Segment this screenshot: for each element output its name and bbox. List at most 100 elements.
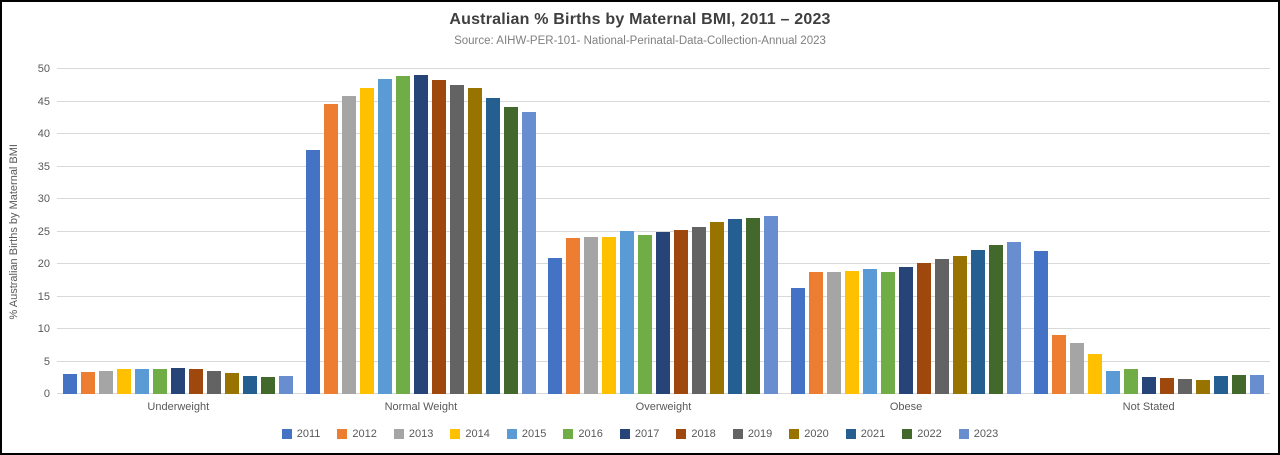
bar-2019-underweight: [207, 371, 222, 394]
legend-label-2013: 2013: [408, 428, 434, 440]
bar-2019-not-stated: [1177, 379, 1192, 394]
legend-item-2012: 2012: [337, 428, 377, 440]
legend-item-2023: 2023: [958, 428, 999, 440]
category-label-overweight: Overweight: [635, 401, 692, 413]
legend-label-2011: 2011: [296, 428, 321, 440]
bar-2023-not-stated: [1249, 374, 1264, 394]
bar-2021-not-stated: [1213, 376, 1228, 394]
y-tick-label: 5: [43, 355, 50, 368]
bar-2020-not-stated: [1195, 380, 1210, 394]
bar-2017-obese: [899, 266, 914, 394]
bar-2023-normal-weight: [521, 111, 536, 394]
bar-2012-obese: [809, 272, 824, 394]
legend-label-2018: 2018: [691, 428, 716, 440]
bar-2022-not-stated: [1231, 375, 1246, 394]
legend-label-2019: 2019: [747, 428, 773, 440]
y-axis-label-wrap: % Australian Births by Maternal BMI: [8, 69, 20, 394]
bar-2016-overweight: [638, 234, 653, 394]
legend-label-2021: 2021: [860, 428, 886, 440]
bar-2013-underweight: [99, 371, 114, 394]
bar-2022-normal-weight: [503, 106, 518, 394]
legend-item-2014: 2014: [450, 428, 490, 440]
bar-2015-underweight: [135, 368, 150, 394]
legend-item-2016: 2016: [563, 428, 603, 440]
bar-2012-underweight: [81, 371, 96, 394]
y-tick-label: 40: [37, 128, 50, 140]
legend-swatch-2012: [337, 429, 348, 439]
y-tick-label: 30: [37, 193, 50, 205]
gridline-35: [57, 165, 1270, 167]
legend: 2011 2012 2013 2014 2015 2016 2017 2018 2019 2020…: [2, 428, 1278, 440]
bar-2014-not-stated: [1087, 354, 1102, 394]
bar-2023-underweight: [279, 375, 294, 394]
bar-2014-obese: [845, 270, 860, 394]
bar-groups: [57, 69, 1270, 394]
bar-2016-underweight: [153, 368, 168, 394]
legend-label-2016: 2016: [578, 428, 603, 440]
bar-group-obese: [785, 69, 1028, 394]
bar-2018-not-stated: [1159, 378, 1174, 394]
bar-2011-obese: [791, 288, 806, 394]
bar-2012-not-stated: [1051, 334, 1066, 394]
bar-2011-underweight: [63, 373, 78, 394]
y-tick-label: 25: [37, 225, 50, 238]
bar-2013-obese: [827, 272, 842, 394]
legend-label-2014: 2014: [465, 428, 490, 440]
bar-2023-obese: [1007, 241, 1022, 394]
bar-2012-normal-weight: [323, 104, 338, 394]
gridline-40: [57, 133, 1270, 134]
bar-2016-normal-weight: [395, 75, 410, 394]
bar-2017-overweight: [656, 232, 671, 394]
bar-2018-underweight: [189, 368, 204, 394]
gridline-50: [57, 68, 1270, 69]
bar-2013-overweight: [584, 236, 599, 394]
bar-2014-normal-weight: [359, 87, 374, 394]
bar-2018-obese: [917, 263, 932, 394]
bar-2012-overweight: [566, 238, 581, 394]
legend-label-2023: 2023: [973, 428, 999, 440]
bar-group-not-stated: [1027, 69, 1270, 394]
bar-group-normal-weight: [300, 69, 543, 394]
y-tick-label: 0: [43, 388, 50, 400]
legend-item-2017: 2017: [619, 428, 659, 440]
category-label-not-stated: Not Stated: [1122, 401, 1175, 413]
bar-2020-overweight: [710, 221, 725, 394]
legend-swatch-2011: [281, 429, 292, 439]
legend-swatch-2022: [902, 429, 913, 439]
legend-swatch-2023: [958, 429, 969, 439]
bar-2019-normal-weight: [449, 84, 464, 394]
legend-label-2015: 2015: [521, 428, 547, 440]
legend-item-2021: 2021: [845, 428, 886, 440]
chart-subtitle: Source: AIHW-PER-101- National-Perinatal…: [454, 35, 826, 47]
bar-2017-normal-weight: [413, 74, 428, 394]
bar-2022-overweight: [746, 217, 761, 394]
legend-label-2022: 2022: [917, 428, 942, 440]
x-axis-labels: Underweight Normal Weight Overweight Obese N…: [57, 401, 1270, 413]
chart-title: Australian % Births by Maternal BMI, 201…: [449, 11, 831, 28]
bar-2014-overweight: [602, 237, 617, 394]
bar-2015-obese: [863, 269, 878, 394]
bar-2018-normal-weight: [431, 80, 446, 394]
y-tick-label: 35: [37, 160, 50, 173]
bar-2020-underweight: [225, 373, 240, 394]
bar-2019-overweight: [692, 226, 707, 394]
y-tick-label: 20: [37, 258, 50, 270]
bar-2020-normal-weight: [467, 87, 482, 394]
legend-item-2015: 2015: [506, 428, 547, 440]
legend-swatch-2015: [506, 429, 517, 439]
bar-2016-obese: [881, 271, 896, 394]
legend-swatch-2017: [619, 429, 630, 439]
legend-swatch-2016: [563, 429, 574, 439]
legend-item-2018: 2018: [676, 428, 716, 440]
gridline-25: [57, 230, 1270, 232]
bar-2014-underweight: [117, 368, 132, 394]
y-axis-ticks: 0 5 10 15 20 25 30 35 40 45 50: [20, 63, 50, 400]
bar-2018-overweight: [674, 229, 689, 394]
y-tick-label: 45: [37, 95, 50, 108]
bar-2011-overweight: [548, 258, 563, 394]
y-axis-label: % Australian Births by Maternal BMI: [8, 143, 20, 320]
legend-label-2012: 2012: [352, 428, 377, 440]
y-tick-label: 10: [37, 323, 50, 335]
y-tick-label: 15: [37, 290, 50, 303]
